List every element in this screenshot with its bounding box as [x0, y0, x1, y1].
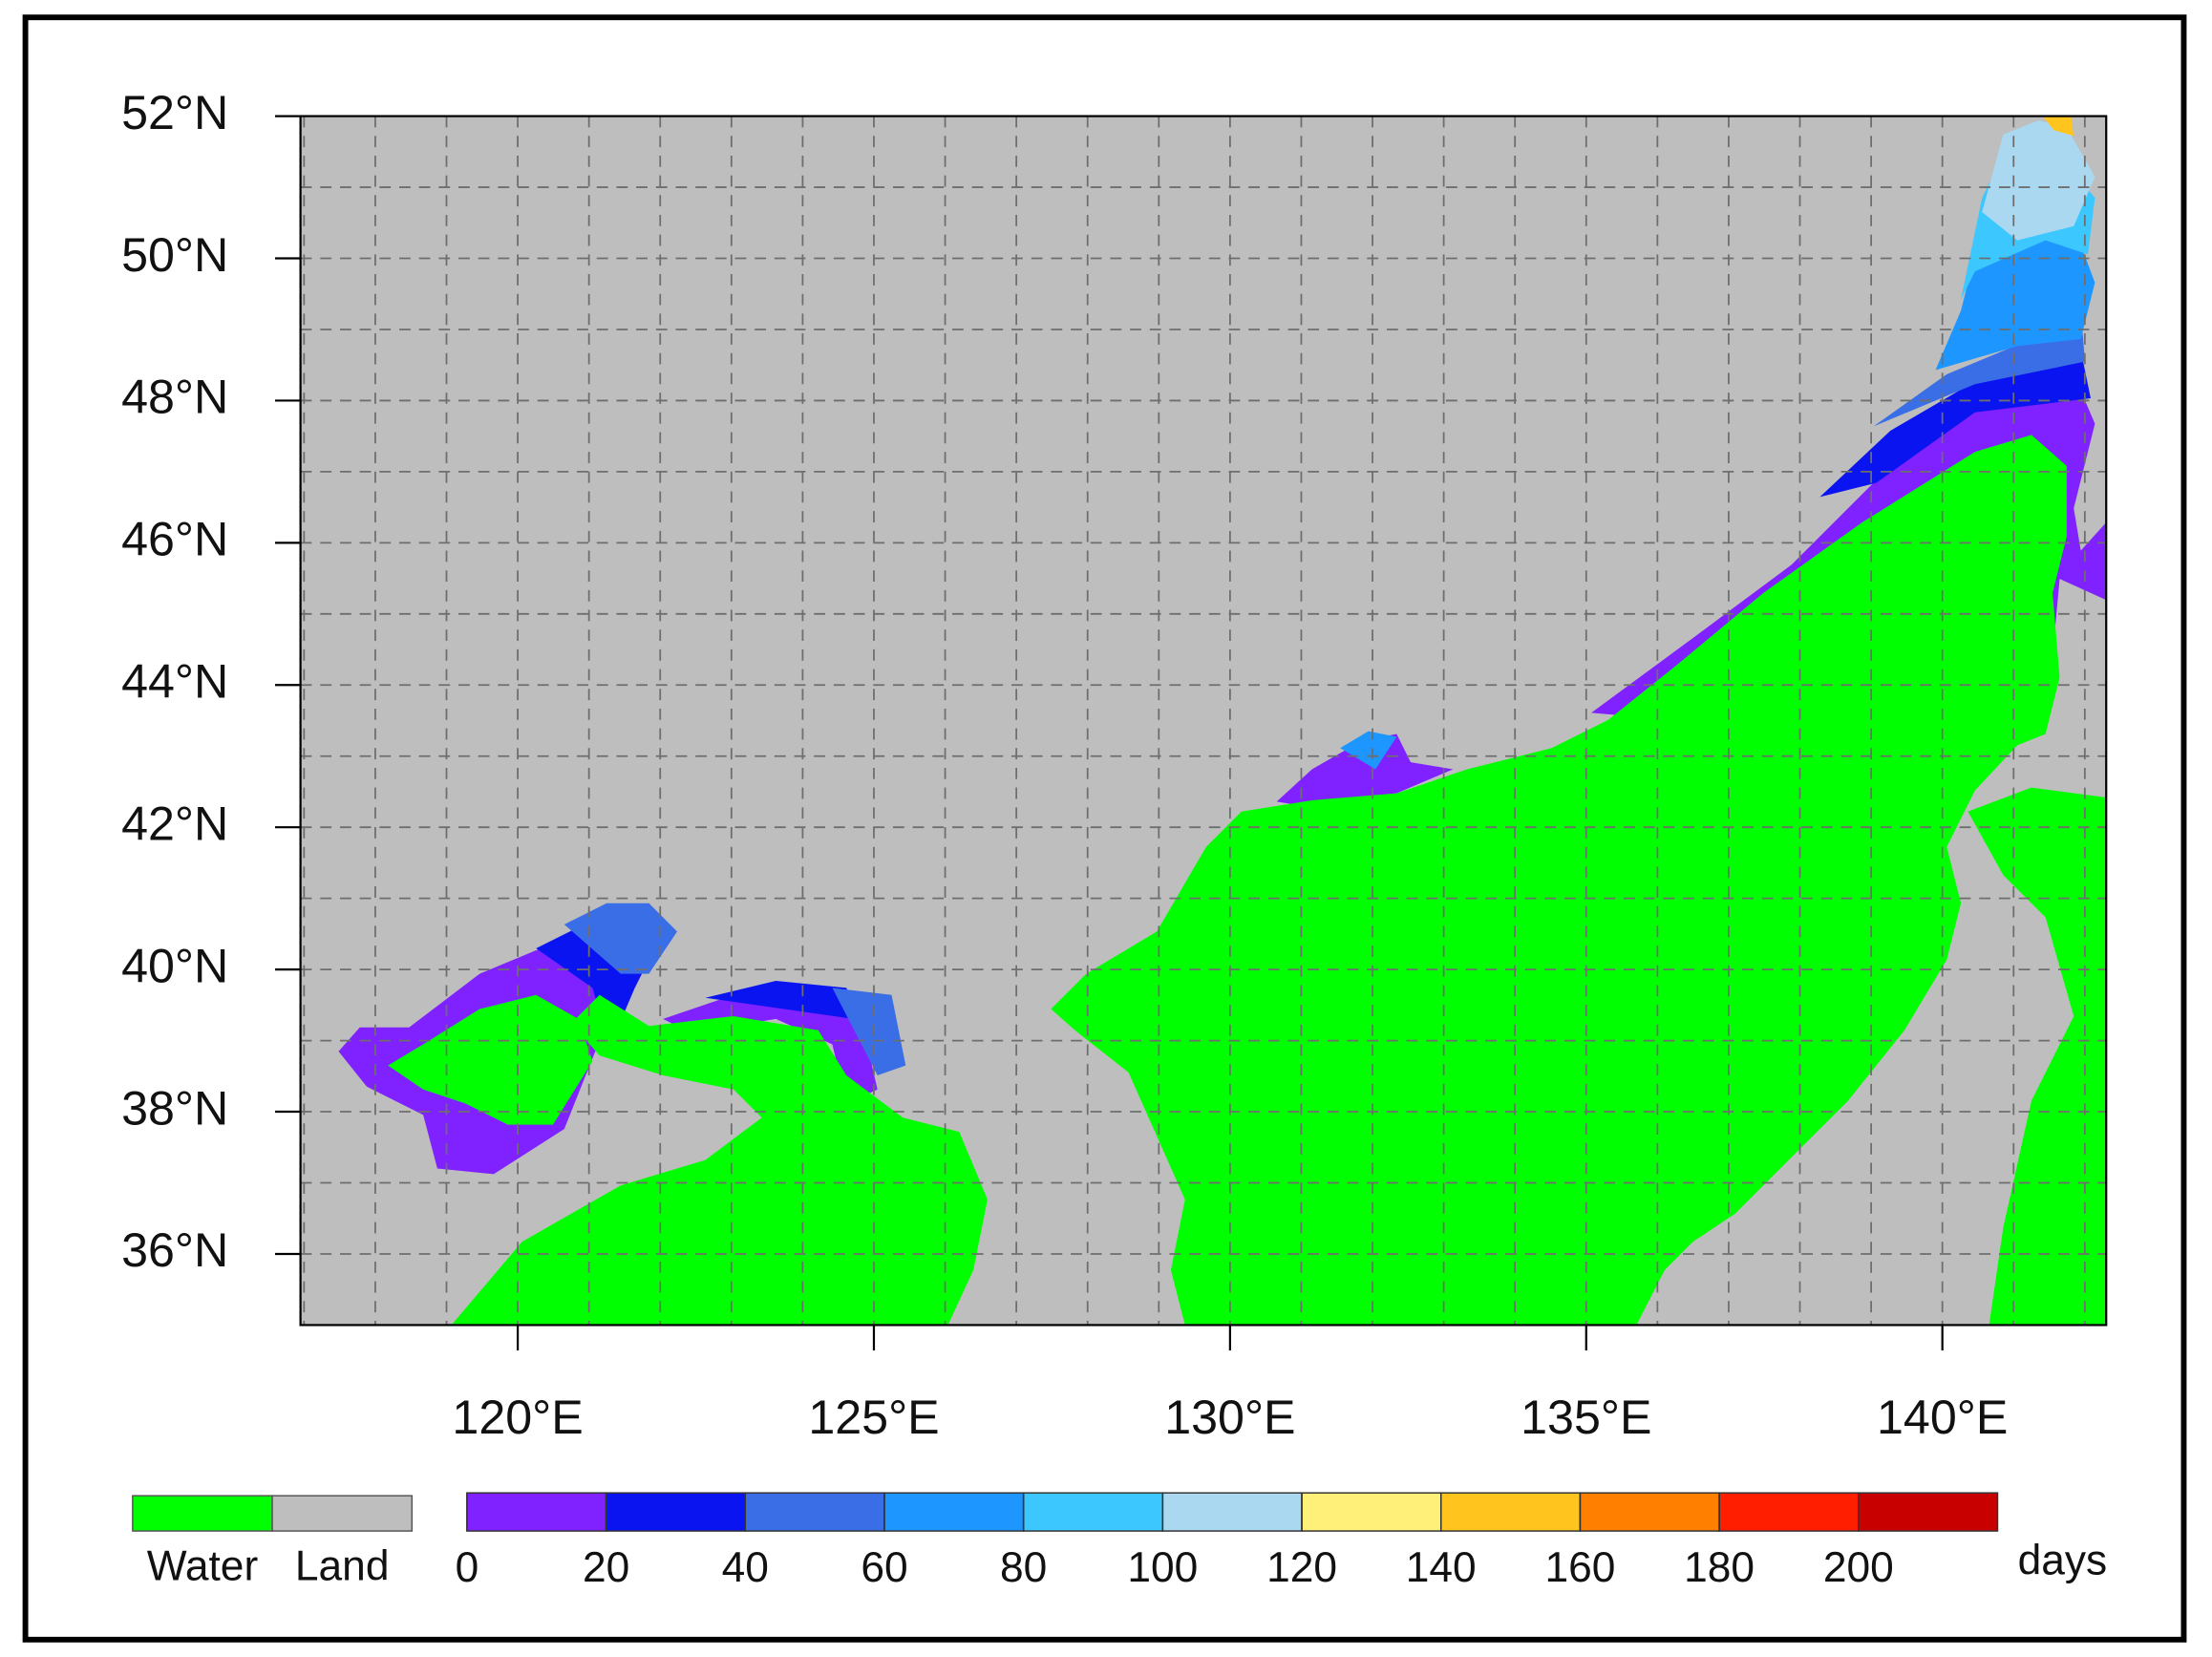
x-tick-label: 135°E	[1521, 1391, 1651, 1444]
colorbar-label: 80	[1000, 1544, 1047, 1591]
y-tick-label: 50°N	[121, 228, 228, 282]
legend-swatch	[271, 1495, 414, 1532]
map-area	[300, 116, 2107, 1326]
colorbar-segment	[1579, 1492, 1720, 1532]
colorbar-label: 20	[583, 1544, 629, 1591]
y-tick-label: 44°N	[121, 655, 228, 709]
colorbar-segment	[1161, 1492, 1303, 1532]
colorbar-label: 0	[456, 1544, 479, 1591]
x-tick-label: 125°E	[808, 1391, 939, 1444]
legend: Water Land	[132, 1495, 414, 1590]
x-tick-label: 120°E	[452, 1391, 583, 1444]
ice-zone	[2042, 116, 2074, 137]
colorbar-label: 40	[722, 1544, 769, 1591]
colorbar-label: 160	[1544, 1544, 1615, 1591]
colorbar-segment	[605, 1492, 747, 1532]
ice-zone	[1340, 731, 1397, 770]
ice-zone	[1819, 350, 2091, 498]
x-tick-label: 130°E	[1164, 1391, 1295, 1444]
y-tick-label: 38°N	[121, 1081, 228, 1135]
y-tick-label: 52°N	[121, 86, 228, 139]
colorbar-segment	[883, 1492, 1025, 1532]
ice-zone	[564, 903, 677, 974]
colorbar-segment	[466, 1492, 607, 1532]
colorbar-segment	[1022, 1492, 1164, 1532]
ice-zone	[1276, 733, 1454, 808]
colorbar-segment	[1858, 1492, 1999, 1532]
ice-zone	[1982, 120, 2095, 241]
colorbar-label: 120	[1266, 1544, 1337, 1591]
map-border	[299, 115, 2108, 1327]
grid	[300, 116, 2107, 1326]
ice-zone	[1873, 329, 2086, 427]
y-tick-label: 48°N	[121, 371, 228, 424]
ice-zone	[705, 981, 872, 1052]
colorbar-unit: days	[2018, 1538, 2108, 1584]
legend-swatch	[132, 1495, 273, 1532]
ice-zone	[1935, 212, 2095, 371]
ice-zone	[832, 988, 906, 1075]
colorbar-label: 100	[1127, 1544, 1198, 1591]
ice-zone	[663, 988, 878, 1104]
colorbar-segment	[1718, 1492, 1860, 1532]
legend-label: Land	[295, 1543, 390, 1590]
y-tick-label: 42°N	[121, 797, 228, 850]
water	[388, 435, 2107, 1326]
y-tick-label: 46°N	[121, 513, 228, 566]
colorbar-label: 60	[861, 1544, 907, 1591]
colorbar-label: 200	[1823, 1544, 1894, 1591]
colorbar-segment	[744, 1492, 885, 1532]
water-body	[451, 994, 988, 1326]
colorbar: 0 20 40 60 80 100 120 140 160 180 200 days	[456, 1492, 2108, 1591]
axes: 120°E 125°E 130°E 135°E 140°E 36°N 38°N 40°N 42°…	[121, 86, 2008, 1444]
colorbar-segment	[1301, 1492, 1442, 1532]
water-body	[1051, 435, 2067, 1326]
colorbar-segment	[1439, 1492, 1582, 1532]
x-tick-label: 140°E	[1877, 1391, 2008, 1444]
legend-label: Water	[147, 1543, 259, 1590]
colorbar-label: 180	[1684, 1544, 1755, 1591]
y-tick-label: 36°N	[121, 1223, 228, 1277]
water-body	[388, 994, 593, 1125]
colorbar-label: 140	[1406, 1544, 1477, 1591]
y-tick-label: 40°N	[121, 939, 228, 992]
water-body	[1967, 787, 2107, 1326]
